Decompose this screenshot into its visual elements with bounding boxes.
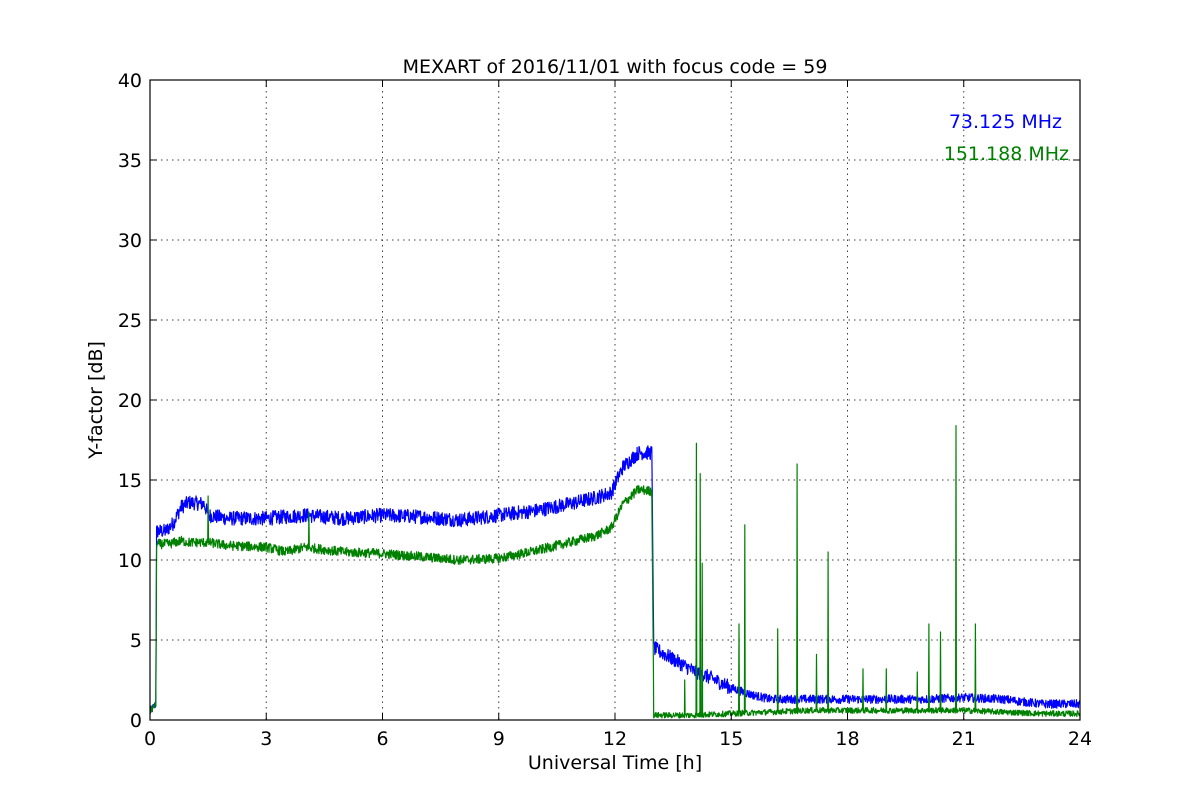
x-tick-label: 6 [376, 728, 388, 750]
x-tick-label: 18 [835, 728, 859, 750]
plot-area [149, 425, 1081, 719]
x-tick-label: 21 [952, 728, 976, 750]
y-tick-label: 15 [118, 470, 142, 492]
y-tick-label: 40 [118, 70, 142, 92]
y-tick-label: 0 [130, 710, 142, 732]
y-tick-label: 5 [130, 630, 142, 652]
y-tick-label: 35 [118, 150, 142, 172]
x-tick-label: 15 [719, 728, 743, 750]
y-tick-label: 20 [118, 390, 142, 412]
series-line-151mhz [149, 425, 1081, 719]
x-tick-label: 3 [260, 728, 272, 750]
x-tick-label: 12 [603, 728, 627, 750]
legend-label-151mhz: 151.188 MHz [944, 143, 1069, 165]
x-axis-label: Universal Time [h] [528, 752, 702, 774]
ticks: 0 3 6 9 12 15 18 21 24 0 5 10 15 20 25 30 35 40 [118, 70, 1092, 750]
legend-label-73mhz: 73.125 MHz [949, 111, 1062, 133]
x-tick-label: 9 [493, 728, 505, 750]
chart-title: MEXART of 2016/11/01 with focus code = 5… [403, 56, 828, 78]
series-line-73mhz [149, 445, 1081, 714]
x-tick-label: 0 [144, 728, 156, 750]
y-axis-label: Y-factor [dB] [85, 341, 107, 460]
y-tick-label: 25 [118, 310, 142, 332]
x-tick-label: 24 [1068, 728, 1092, 750]
y-tick-label: 30 [118, 230, 142, 252]
grid [150, 80, 1080, 720]
y-tick-label: 10 [118, 550, 142, 572]
